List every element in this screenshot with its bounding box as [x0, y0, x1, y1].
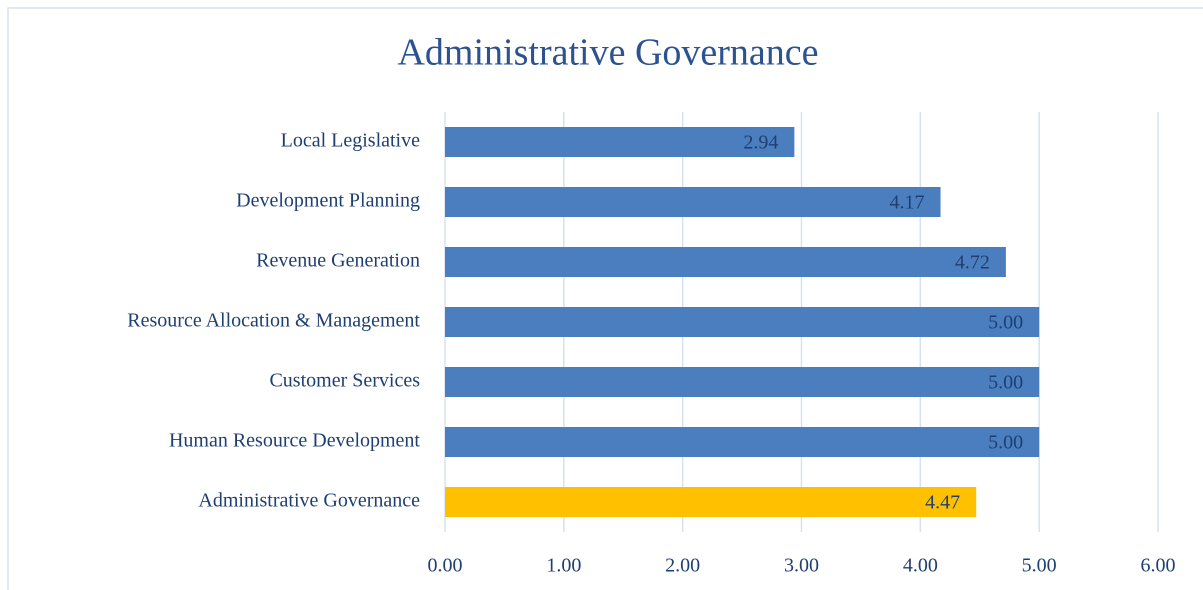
data-label: 4.47 [925, 492, 960, 514]
bar [445, 307, 1040, 337]
bar [445, 187, 941, 217]
data-label: 5.00 [988, 312, 1023, 334]
x-tick-label: 6.00 [1141, 555, 1176, 577]
bar [445, 247, 1006, 277]
x-tick-label: 5.00 [1022, 555, 1057, 577]
y-tick-label: Administrative Governance [198, 490, 420, 512]
bar [445, 487, 977, 517]
x-tick-label: 3.00 [784, 555, 819, 577]
data-label: 2.94 [743, 132, 778, 154]
data-label: 4.17 [890, 192, 925, 214]
data-label: 5.00 [988, 372, 1023, 394]
x-tick-label: 4.00 [903, 555, 938, 577]
y-tick-label: Revenue Generation [256, 250, 420, 272]
data-label: 4.72 [955, 252, 990, 274]
chart-border [7, 7, 1203, 590]
y-tick-label: Local Legislative [281, 130, 421, 152]
y-tick-label: Development Planning [236, 190, 420, 212]
x-tick-label: 1.00 [546, 555, 581, 577]
data-label: 5.00 [988, 432, 1023, 454]
chart-title: Administrative Governance [397, 32, 818, 74]
bar [445, 427, 1040, 457]
y-tick-label: Customer Services [269, 370, 420, 392]
bar [445, 367, 1040, 397]
bar [445, 127, 795, 157]
x-tick-label: 2.00 [665, 555, 700, 577]
y-tick-label: Resource Allocation & Management [127, 310, 420, 332]
x-tick-label: 0.00 [428, 555, 463, 577]
y-tick-label: Human Resource Development [169, 430, 420, 452]
